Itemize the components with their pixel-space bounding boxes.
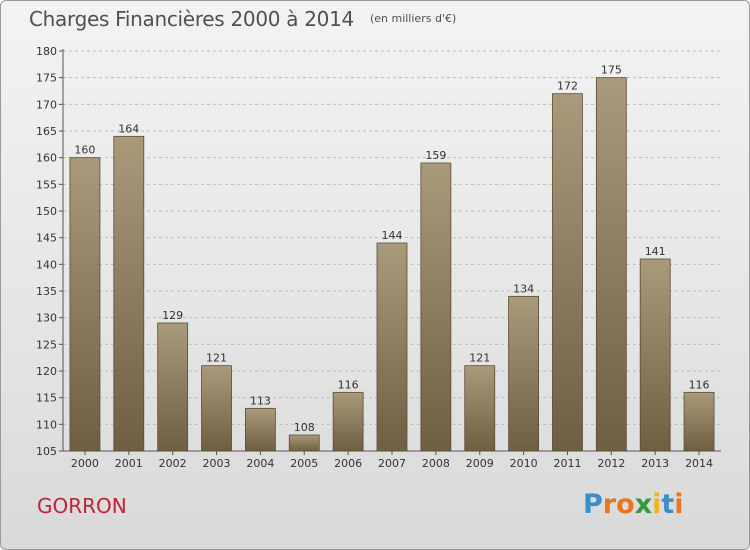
x-tick-label: 2008 [422, 457, 450, 470]
bar-value-label: 121 [469, 352, 490, 365]
bar [376, 242, 408, 452]
proxiti-logo: Proxiti [583, 489, 684, 520]
bar-value-label: 160 [74, 144, 95, 157]
x-tick-label: 2001 [115, 457, 143, 470]
x-tick-label: 2003 [203, 457, 231, 470]
x-tick-label: 2014 [685, 457, 713, 470]
bar [157, 322, 189, 452]
y-tick-label: 160 [36, 152, 57, 165]
bar [595, 77, 627, 452]
bar [464, 365, 496, 452]
x-tick-label: 2000 [71, 457, 99, 470]
bar-value-label: 144 [382, 229, 403, 242]
bar [683, 391, 715, 452]
logo-letter: P [583, 489, 603, 520]
data-labels: 160 164 129 121 113 108 116 144 159 121 134 172 175 1… [74, 64, 709, 434]
y-tick-label: 170 [36, 98, 57, 111]
bar [508, 295, 540, 452]
y-tick-label: 150 [36, 205, 57, 218]
bar-value-label: 141 [645, 245, 666, 258]
logo-letter: r [602, 489, 617, 520]
bar [69, 157, 101, 452]
bar [244, 407, 276, 452]
y-tick-label: 155 [36, 178, 57, 191]
y-tick-label: 180 [36, 45, 57, 58]
x-tick-label: 2002 [159, 457, 187, 470]
bar [420, 162, 452, 452]
y-tick-label: 120 [36, 365, 57, 378]
title-row: Charges Financières 2000 à 2014 (en milli… [29, 7, 456, 31]
bar-value-label: 108 [294, 421, 315, 434]
bar-value-label: 134 [513, 282, 534, 295]
y-tick-label: 125 [36, 338, 57, 351]
y-tick-label: 135 [36, 285, 57, 298]
bar-value-label: 121 [206, 352, 227, 365]
bar [552, 93, 583, 452]
bar [639, 258, 671, 452]
x-tick-label: 2005 [290, 457, 318, 470]
y-tick-label: 165 [36, 125, 57, 138]
bar-value-label: 172 [557, 80, 578, 93]
y-tick-label: 105 [36, 445, 57, 458]
x-tick-label: 2010 [510, 457, 538, 470]
x-tick-label: 2009 [466, 457, 494, 470]
bar-value-label: 129 [162, 309, 183, 322]
logo-letter: i [652, 489, 662, 520]
bar [332, 391, 364, 452]
chart-subtitle: (en milliers d'€) [369, 12, 457, 25]
y-tick-label: 140 [36, 258, 57, 271]
bar-value-label: 113 [250, 394, 271, 407]
y-tick-label: 175 [36, 72, 57, 85]
commune-name: GORRON [37, 494, 127, 518]
y-tick-label: 130 [36, 312, 57, 325]
y-tick-label: 110 [36, 418, 57, 431]
bar [288, 434, 320, 452]
x-tick-label: 2007 [378, 457, 406, 470]
bar-value-label: 164 [118, 122, 139, 135]
x-tick-label: 2013 [641, 457, 669, 470]
bar-value-label: 175 [601, 64, 622, 77]
logo-letter: o [616, 489, 635, 520]
bars [69, 77, 715, 452]
chart-title: Charges Financières 2000 à 2014 [29, 7, 354, 31]
logo-letter: i [674, 489, 684, 520]
axes: 105 110 115 120 125 130 135 140 145 150 155 160 165 1… [36, 45, 721, 470]
x-tick-label: 2006 [334, 457, 362, 470]
bar [113, 135, 145, 452]
y-tick-label: 145 [36, 232, 57, 245]
bar [201, 365, 232, 452]
bar-value-label: 159 [425, 149, 446, 162]
logo-letter: t [661, 489, 675, 520]
x-tick-label: 2011 [553, 457, 581, 470]
y-tick-label: 115 [36, 392, 57, 405]
bar-value-label: 116 [338, 378, 359, 391]
logo-letter: x [634, 489, 653, 520]
bar-value-label: 116 [689, 378, 710, 391]
x-tick-label: 2012 [597, 457, 625, 470]
x-tick-label: 2004 [246, 457, 274, 470]
